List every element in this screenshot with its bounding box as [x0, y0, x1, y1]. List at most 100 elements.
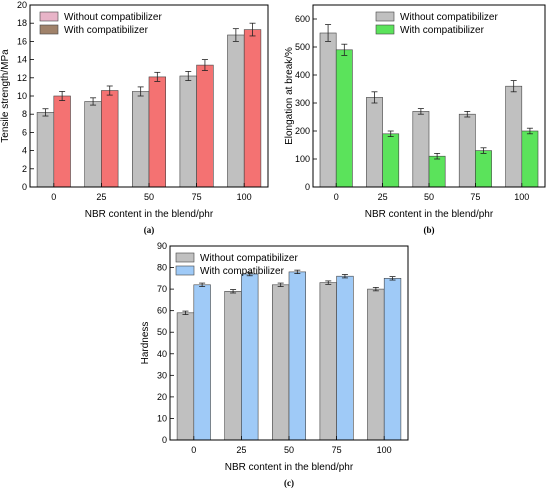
bar-with-compatibilizer-0 — [335, 49, 353, 188]
legend-label: With compatibilizer — [64, 25, 149, 36]
y-tick-label: 20 — [157, 392, 167, 402]
panel-label: (c) — [284, 478, 294, 488]
error-bar — [277, 282, 284, 287]
y-tick-label: 400 — [295, 70, 310, 80]
error-bar — [42, 108, 49, 117]
bar-without-compatibilizer-75 — [458, 113, 476, 188]
bar-with-compatibilizer-0 — [53, 95, 71, 188]
error-bar — [434, 152, 441, 160]
bar-with-compatibilizer-100 — [243, 29, 262, 188]
error-bar — [341, 43, 348, 56]
y-tick-label: 200 — [295, 126, 310, 136]
bar-with-compatibilizer-25 — [382, 133, 400, 188]
legend-swatch — [39, 11, 59, 22]
bar-without-compatibilizer-25 — [366, 97, 383, 188]
bar-without-compatibilizer-50 — [412, 111, 430, 188]
legend-swatch — [175, 252, 195, 263]
x-tick-label: 50 — [284, 445, 294, 455]
bar-without-compatibilizer-50 — [271, 284, 290, 441]
error-bar — [480, 147, 487, 154]
error-bar — [371, 91, 378, 104]
x-tick-label: 0 — [334, 192, 339, 202]
error-bar — [154, 71, 161, 82]
bar-with-compatibilizer-50 — [428, 155, 446, 188]
error-bar — [341, 274, 348, 279]
y-tick-label: 100 — [295, 154, 310, 164]
y-tick-label: 10 — [157, 413, 167, 423]
error-bar — [294, 269, 301, 274]
bar-without-compatibilizer-50 — [132, 91, 150, 188]
y-tick-label: 16 — [17, 36, 27, 46]
legend: Without compatibilizer With compatibilize… — [39, 11, 162, 36]
bar-with-compatibilizer-50 — [148, 76, 167, 188]
chart-panel-2: 0 100 200 300 400 500 600 0 25 50 75 100 NBR content… — [284, 4, 546, 235]
error-bar — [372, 286, 379, 292]
bar-with-compatibilizer-100 — [383, 277, 402, 441]
y-tick-label: 2 — [22, 164, 27, 174]
error-bar — [137, 86, 144, 97]
y-tick-label: 40 — [157, 349, 167, 359]
bar-without-compatibilizer-0 — [36, 112, 55, 188]
legend: Without compatibilizer With compatibilize… — [175, 252, 298, 277]
y-axis-label: Hardness — [140, 322, 151, 365]
error-bar — [387, 130, 394, 138]
y-tick-label: 300 — [295, 98, 310, 108]
x-tick-label: 100 — [237, 192, 252, 202]
x-tick-label: 100 — [514, 192, 529, 202]
error-bar — [464, 111, 471, 118]
legend-swatch — [39, 24, 59, 35]
error-bar — [106, 85, 113, 96]
x-tick-label: 50 — [144, 192, 154, 202]
error-bar — [90, 97, 97, 106]
y-axis-label: Tensile strength/MPa — [0, 49, 11, 143]
bar-without-compatibilizer-0 — [176, 312, 195, 441]
chart-panel-3: 0 10 20 30 40 50 60 70 80 90 0 25 50 75 100 NBR content… — [140, 241, 409, 488]
bar-with-compatibilizer-75 — [196, 64, 214, 188]
bar-without-compatibilizer-25 — [84, 101, 102, 188]
x-tick-label: 100 — [377, 445, 392, 455]
bar-without-compatibilizer-75 — [319, 282, 337, 441]
legend-swatch — [375, 24, 395, 35]
error-bar — [246, 271, 253, 277]
x-axis-label: NBR content in the blend/phr — [85, 209, 214, 220]
y-tick-label: 8 — [22, 109, 27, 119]
y-tick-label: 14 — [17, 55, 27, 65]
bar-without-compatibilizer-100 — [227, 34, 245, 188]
legend-label: With compatibilizer — [400, 25, 485, 36]
x-tick-label: 0 — [191, 445, 196, 455]
error-bar — [232, 28, 239, 42]
legend-label: Without compatibilizer — [400, 12, 498, 23]
error-bar — [230, 289, 237, 294]
error-bar — [325, 24, 332, 42]
legend-label: Without compatibilizer — [200, 253, 298, 264]
y-tick-label: 4 — [22, 146, 27, 156]
bar-with-compatibilizer-25 — [241, 273, 259, 441]
y-axis-label: Elongation at break/% — [284, 47, 295, 145]
error-bar — [249, 22, 256, 37]
y-tick-label: 90 — [157, 241, 167, 251]
error-bar — [417, 108, 424, 115]
error-bar — [510, 80, 517, 93]
legend-label: Without compatibilizer — [64, 12, 162, 23]
bar-without-compatibilizer-25 — [224, 290, 242, 441]
error-bar — [201, 59, 208, 71]
bar-with-compatibilizer-75 — [475, 150, 492, 188]
chart-panel-1: 0 2 4 6 8 10 12 14 16 18 20 0 25 50 75 100 NBR content i… — [0, 0, 269, 235]
x-tick-label: 75 — [332, 445, 342, 455]
x-tick-label: 75 — [192, 192, 202, 202]
legend-swatch — [375, 11, 395, 22]
bar-with-compatibilizer-0 — [193, 284, 211, 441]
x-tick-label: 0 — [51, 192, 56, 202]
x-tick-label: 50 — [424, 192, 434, 202]
y-tick-label: 18 — [17, 18, 27, 28]
bar-with-compatibilizer-75 — [336, 275, 354, 441]
bar-with-compatibilizer-100 — [521, 130, 539, 188]
bar-without-compatibilizer-100 — [505, 85, 523, 188]
y-tick-label: 80 — [157, 263, 167, 273]
y-tick-label: 50 — [157, 327, 167, 337]
panel-label: (b) — [424, 225, 435, 235]
y-tick-label: 30 — [157, 370, 167, 380]
bar-without-compatibilizer-0 — [319, 32, 337, 188]
error-bar — [59, 91, 66, 101]
legend-label: With compatibilizer — [200, 266, 285, 277]
